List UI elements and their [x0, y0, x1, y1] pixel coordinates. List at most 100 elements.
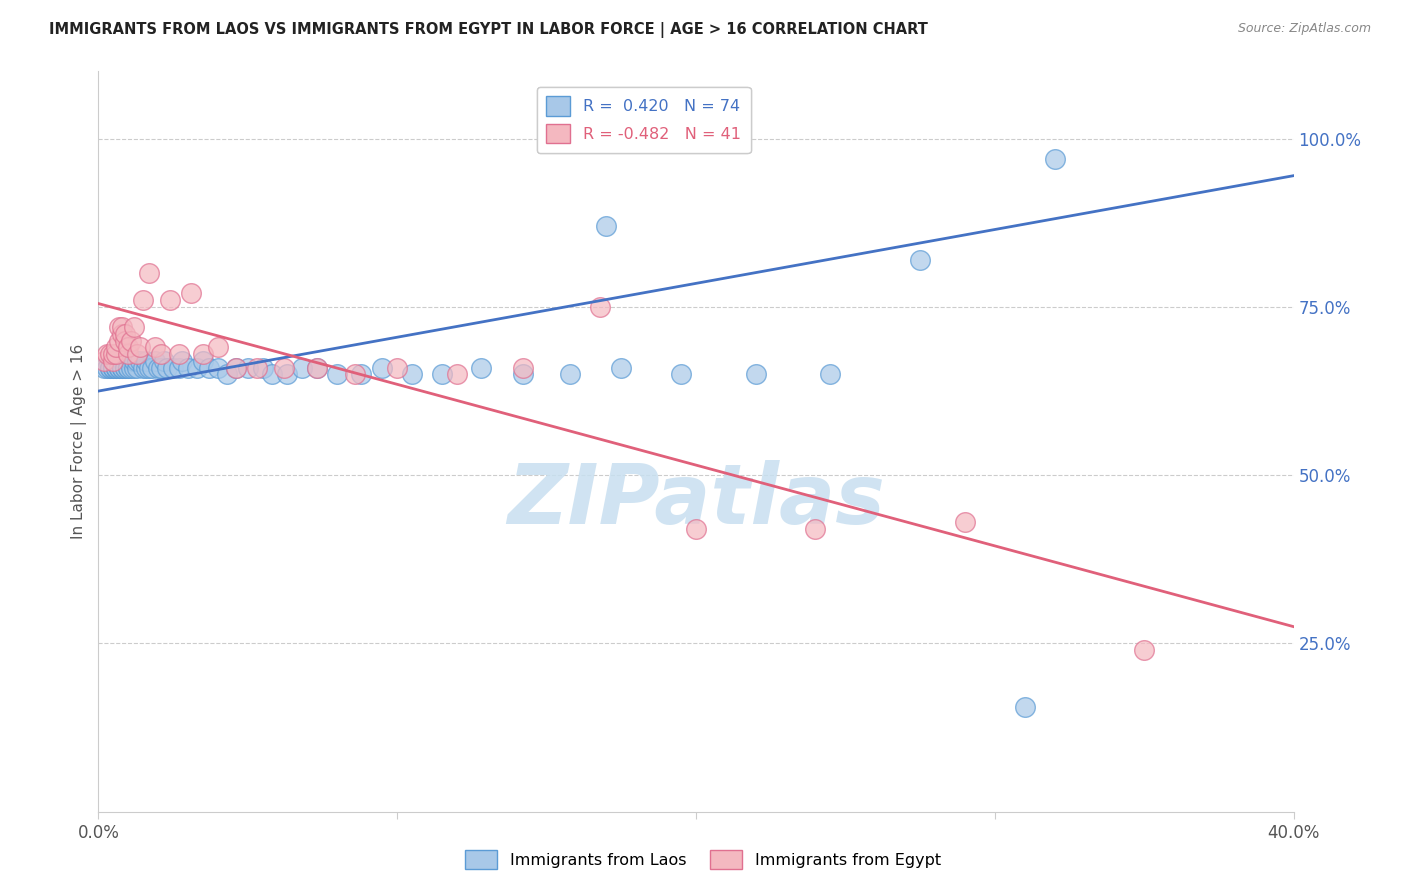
Point — [127, 347, 149, 361]
Point — [273, 360, 295, 375]
Point — [120, 334, 142, 348]
Point — [669, 368, 692, 382]
Point — [207, 340, 229, 354]
Point — [103, 360, 125, 375]
Point — [98, 360, 122, 375]
Point — [177, 360, 200, 375]
Point — [129, 340, 152, 354]
Point — [246, 360, 269, 375]
Point — [953, 516, 976, 530]
Point — [162, 360, 184, 375]
Point — [150, 360, 173, 375]
Point — [371, 360, 394, 375]
Point — [305, 360, 328, 375]
Point — [111, 320, 134, 334]
Point — [512, 368, 534, 382]
Point — [93, 353, 115, 368]
Point — [111, 360, 134, 375]
Point — [191, 347, 214, 361]
Point — [124, 353, 146, 368]
Point — [610, 360, 633, 375]
Legend: Immigrants from Laos, Immigrants from Egypt: Immigrants from Laos, Immigrants from Eg… — [458, 844, 948, 875]
Point — [103, 360, 125, 375]
Point — [385, 360, 409, 375]
Point — [344, 368, 367, 382]
Point — [225, 360, 247, 375]
Text: IMMIGRANTS FROM LAOS VS IMMIGRANTS FROM EGYPT IN LABOR FORCE | AGE > 16 CORRELAT: IMMIGRANTS FROM LAOS VS IMMIGRANTS FROM … — [49, 22, 928, 38]
Point — [124, 320, 146, 334]
Point — [114, 360, 136, 375]
Point — [430, 368, 453, 382]
Point — [225, 360, 247, 375]
Point — [745, 368, 768, 382]
Point — [103, 347, 125, 361]
Point — [117, 360, 139, 375]
Point — [191, 353, 214, 368]
Point — [156, 360, 179, 375]
Point — [215, 368, 238, 382]
Point — [117, 347, 139, 361]
Point — [114, 326, 136, 341]
Point — [143, 353, 166, 368]
Point — [111, 360, 134, 375]
Point — [108, 360, 131, 375]
Point — [105, 347, 128, 361]
Point — [108, 360, 131, 375]
Point — [98, 360, 122, 375]
Point — [167, 360, 190, 375]
Point — [93, 360, 115, 375]
Point — [150, 347, 173, 361]
Point — [143, 340, 166, 354]
Point — [1043, 152, 1066, 166]
Point — [96, 360, 118, 375]
Point — [401, 368, 423, 382]
Point — [167, 347, 190, 361]
Point — [105, 360, 128, 375]
Point — [105, 360, 128, 375]
Point — [127, 353, 149, 368]
Point — [276, 368, 298, 382]
Point — [120, 360, 142, 375]
Point — [117, 340, 139, 354]
Point — [108, 320, 131, 334]
Point — [148, 360, 170, 375]
Point — [114, 353, 136, 368]
Point — [446, 368, 468, 382]
Point — [172, 353, 194, 368]
Point — [186, 360, 208, 375]
Point — [180, 286, 202, 301]
Point — [111, 360, 134, 375]
Point — [350, 368, 373, 382]
Point — [260, 368, 283, 382]
Point — [103, 353, 125, 368]
Text: Source: ZipAtlas.com: Source: ZipAtlas.com — [1237, 22, 1371, 36]
Point — [135, 360, 157, 375]
Point — [111, 353, 134, 368]
Point — [129, 353, 152, 368]
Point — [198, 360, 221, 375]
Y-axis label: In Labor Force | Age > 16: In Labor Force | Age > 16 — [72, 344, 87, 539]
Point — [138, 360, 160, 375]
Point — [105, 360, 128, 375]
Point — [326, 368, 349, 382]
Point — [135, 353, 157, 368]
Point — [98, 347, 122, 361]
Point — [908, 252, 931, 267]
Point — [595, 219, 617, 234]
Point — [103, 360, 125, 375]
Point — [159, 293, 181, 308]
Point — [470, 360, 492, 375]
Point — [1133, 643, 1156, 657]
Point — [105, 340, 128, 354]
Point — [291, 360, 314, 375]
Point — [153, 353, 176, 368]
Point — [117, 353, 139, 368]
Point — [138, 266, 160, 280]
Point — [141, 360, 163, 375]
Point — [117, 360, 139, 375]
Point — [124, 360, 146, 375]
Point — [560, 368, 582, 382]
Point — [108, 360, 131, 375]
Point — [685, 522, 707, 536]
Point — [108, 334, 131, 348]
